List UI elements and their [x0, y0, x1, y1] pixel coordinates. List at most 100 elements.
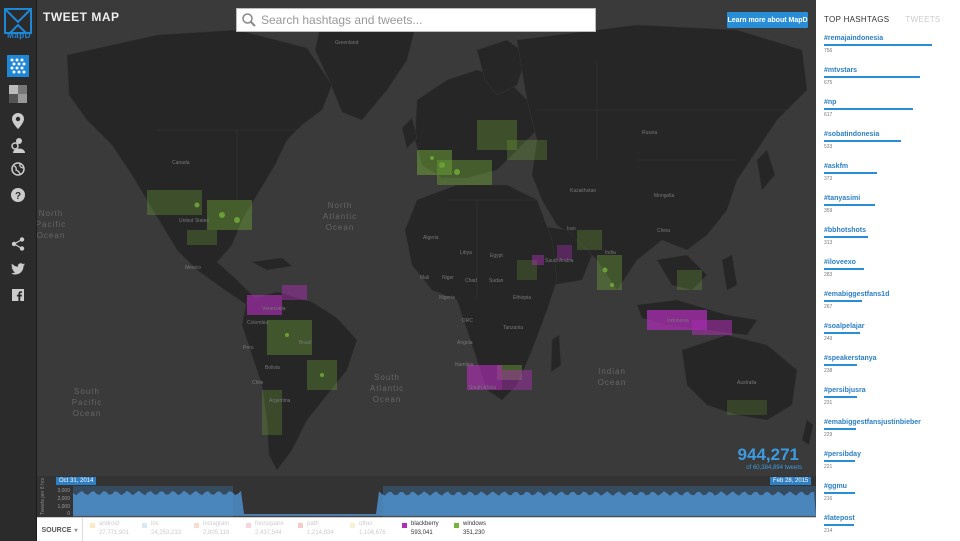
ocean-label-line: South [74, 387, 100, 396]
twitter-button[interactable] [7, 258, 29, 280]
heatmap-button[interactable] [7, 55, 29, 77]
hashtag-item[interactable]: #bbhotshots 313 [824, 226, 954, 258]
search-input[interactable] [261, 13, 581, 27]
hashtag-name[interactable]: #mtvstars [824, 67, 858, 74]
right-panel: TOP HASHTAGS TWEETS #remajaindonesia 756 #… [816, 0, 960, 541]
legend-swatch [142, 523, 147, 528]
search-bar[interactable] [236, 8, 596, 32]
tab-tweets[interactable]: TWEETS [905, 15, 941, 24]
legend-item-path[interactable]: path 1,214,834 [298, 521, 353, 539]
tab-top-hashtags[interactable]: TOP HASHTAGS [824, 15, 890, 24]
legend-item-instagram[interactable]: instagram 2,805,119 [194, 521, 249, 539]
layers-icon [9, 85, 27, 103]
globe-button[interactable] [7, 158, 29, 180]
hashtag-item[interactable]: #askfm 373 [824, 162, 954, 194]
ocean-label-south-atlantic: South Atlantic Ocean [362, 372, 412, 405]
hashtag-count: 221 [824, 464, 833, 470]
layers-button[interactable] [7, 83, 29, 105]
europe-land [414, 69, 538, 179]
country-borders [157, 60, 797, 300]
timeline-area-chart[interactable] [73, 476, 816, 517]
hashtag-item[interactable]: #latepost 214 [824, 514, 954, 541]
hashtag-bar [824, 332, 860, 334]
hashtag-bar [824, 364, 858, 366]
legend-item-name: instagram [203, 521, 230, 527]
hashtag-name[interactable]: #np [824, 99, 837, 106]
timeline-chart[interactable]: Tweets per 8 hrs 3,000 2,000 1,000 0 Oct… [37, 476, 816, 517]
user-location-button[interactable] [7, 134, 29, 156]
country-label-india: India [605, 250, 616, 256]
legend-item-android[interactable]: android 27,771,901 [90, 521, 145, 539]
ocean-label-line: Pacific [71, 398, 103, 407]
country-label-colombia: Colombia [247, 320, 269, 326]
hashtag-count: 249 [824, 336, 833, 342]
hashtag-bar [824, 204, 875, 206]
hashtag-name[interactable]: #latepost [824, 515, 855, 522]
legend-item-windows[interactable]: windows 351,230 [454, 521, 509, 539]
source-label: SOURCE [41, 526, 72, 534]
hashtag-item[interactable]: #iloveexo 283 [824, 258, 954, 290]
hashtag-name[interactable]: #persibday [824, 451, 861, 458]
legend-swatch [350, 523, 355, 528]
hashtag-name[interactable]: #speakerstanya [824, 355, 877, 362]
hashtag-name[interactable]: #persibjusra [824, 387, 866, 394]
timeline-end-date[interactable]: Feb 28, 2015 [770, 477, 812, 485]
hashtag-name[interactable]: #emabiggestfans1d [824, 291, 890, 298]
hashtag-name[interactable]: #iloveexo [824, 259, 856, 266]
hashtag-item[interactable]: #tanyasimi 359 [824, 194, 954, 226]
hashtag-count: 533 [824, 144, 833, 150]
hashtag-item[interactable]: #speakerstanya 238 [824, 354, 954, 386]
hashtag-name[interactable]: #bbhotshots [824, 227, 866, 234]
hashtag-name[interactable]: #ggmu [824, 483, 847, 490]
hashtag-name[interactable]: #soalpelajar [824, 323, 865, 330]
hashtag-count: 216 [824, 496, 833, 502]
legend-item-ios[interactable]: ios 24,253,233 [142, 521, 197, 539]
legend-item-blackberry[interactable]: blackberry 593,041 [402, 521, 457, 539]
timeline-start-date[interactable]: Oct 31, 2014 [56, 477, 97, 485]
asia-land [516, 24, 808, 291]
source-dropdown[interactable]: SOURCE ▾ [37, 518, 83, 541]
world-map[interactable] [37, 0, 816, 476]
country-label-niger: Niger [442, 275, 454, 281]
hashtag-item[interactable]: #persibday 221 [824, 450, 954, 482]
learn-more-button[interactable]: Learn more about MapD [727, 12, 808, 28]
hashtag-item[interactable]: #mtvstars 675 [824, 66, 954, 98]
legend-item-count: 2,437,544 [255, 530, 282, 536]
country-label-chad: Chad [465, 278, 477, 284]
hashtag-bar [824, 172, 877, 174]
legend-item-other[interactable]: other 1,104,676 [350, 521, 405, 539]
timeline-tick: 1,000 [57, 504, 70, 510]
caribbean-land [251, 257, 293, 271]
legend-item-foursquare[interactable]: foursquare 2,437,544 [246, 521, 301, 539]
facebook-button[interactable] [7, 284, 29, 306]
hashtag-item[interactable]: #remajaindonesia 756 [824, 34, 954, 66]
hashtag-name[interactable]: #askfm [824, 163, 849, 170]
hashtag-name[interactable]: #emabiggestfansjustinbieber [824, 419, 921, 426]
share-button[interactable] [7, 233, 29, 255]
help-button[interactable]: ? [7, 184, 29, 206]
help-icon: ? [11, 188, 25, 202]
legend-item-name: blackberry [411, 521, 439, 527]
hashtag-item[interactable]: #np 617 [824, 98, 954, 130]
location-button[interactable] [7, 110, 29, 132]
hashtag-item[interactable]: #sobatindonesia 533 [824, 130, 954, 162]
hashtag-name[interactable]: #remajaindonesia [824, 35, 884, 42]
hashtag-item[interactable]: #soalpelajar 249 [824, 322, 954, 354]
uk-land [401, 117, 418, 149]
legend-swatch [194, 523, 199, 528]
legend-item-name: ios [151, 521, 159, 527]
hashtag-bar [824, 268, 864, 270]
hashtag-item[interactable]: #emabiggestfans1d 267 [824, 290, 954, 322]
hashtag-item[interactable]: #emabiggestfansjustinbieber 229 [824, 418, 954, 450]
hashtag-count: 313 [824, 240, 833, 246]
hashtag-bar [824, 524, 855, 526]
hashtag-item[interactable]: #persibjusra 231 [824, 386, 954, 418]
country-label-australia: Australia [737, 380, 757, 386]
hashtag-bar [824, 108, 913, 110]
hashtag-name[interactable]: #tanyasimi [824, 195, 861, 202]
hashtag-item[interactable]: #ggmu 216 [824, 482, 954, 514]
hashtag-name[interactable]: #sobatindonesia [824, 131, 880, 138]
country-label-peru: Peru [243, 345, 254, 351]
tweet-map[interactable]: TWEET MAP Learn more about MapD North At… [37, 0, 816, 476]
